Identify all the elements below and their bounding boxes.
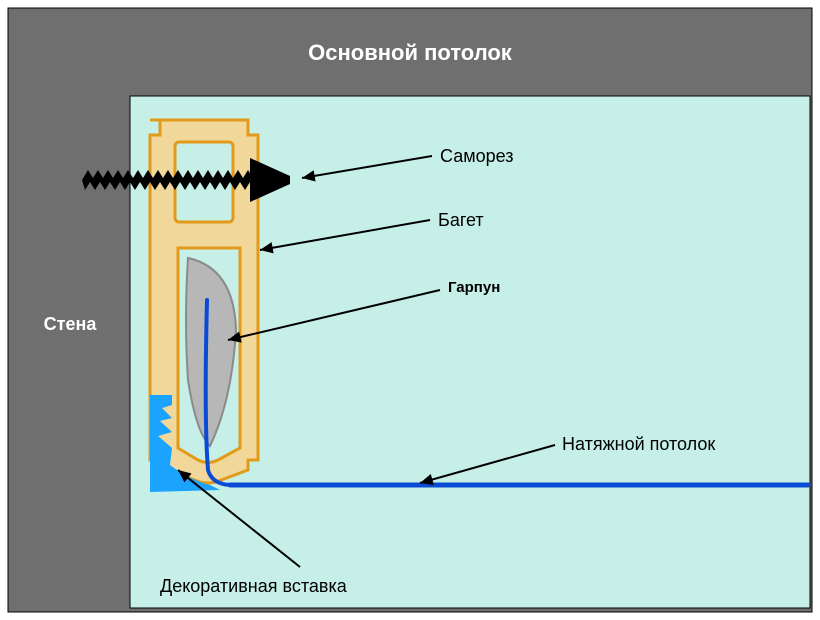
label-screw: Саморез bbox=[440, 146, 513, 166]
label-profile: Багет bbox=[438, 210, 484, 230]
diagram-svg: Основной потолок Стена Саморез Багет Гарпун Н… bbox=[0, 0, 820, 620]
label-wall: Стена bbox=[44, 314, 98, 334]
title-main-ceiling: Основной потолок bbox=[308, 40, 513, 65]
label-stretch-ceiling: Натяжной потолок bbox=[562, 434, 715, 454]
label-insert: Декоративная вставка bbox=[160, 576, 348, 596]
label-harpoon: Гарпун bbox=[448, 279, 500, 296]
diagram-stage: Основной потолок Стена Саморез Багет Гарпун Н… bbox=[0, 0, 820, 620]
